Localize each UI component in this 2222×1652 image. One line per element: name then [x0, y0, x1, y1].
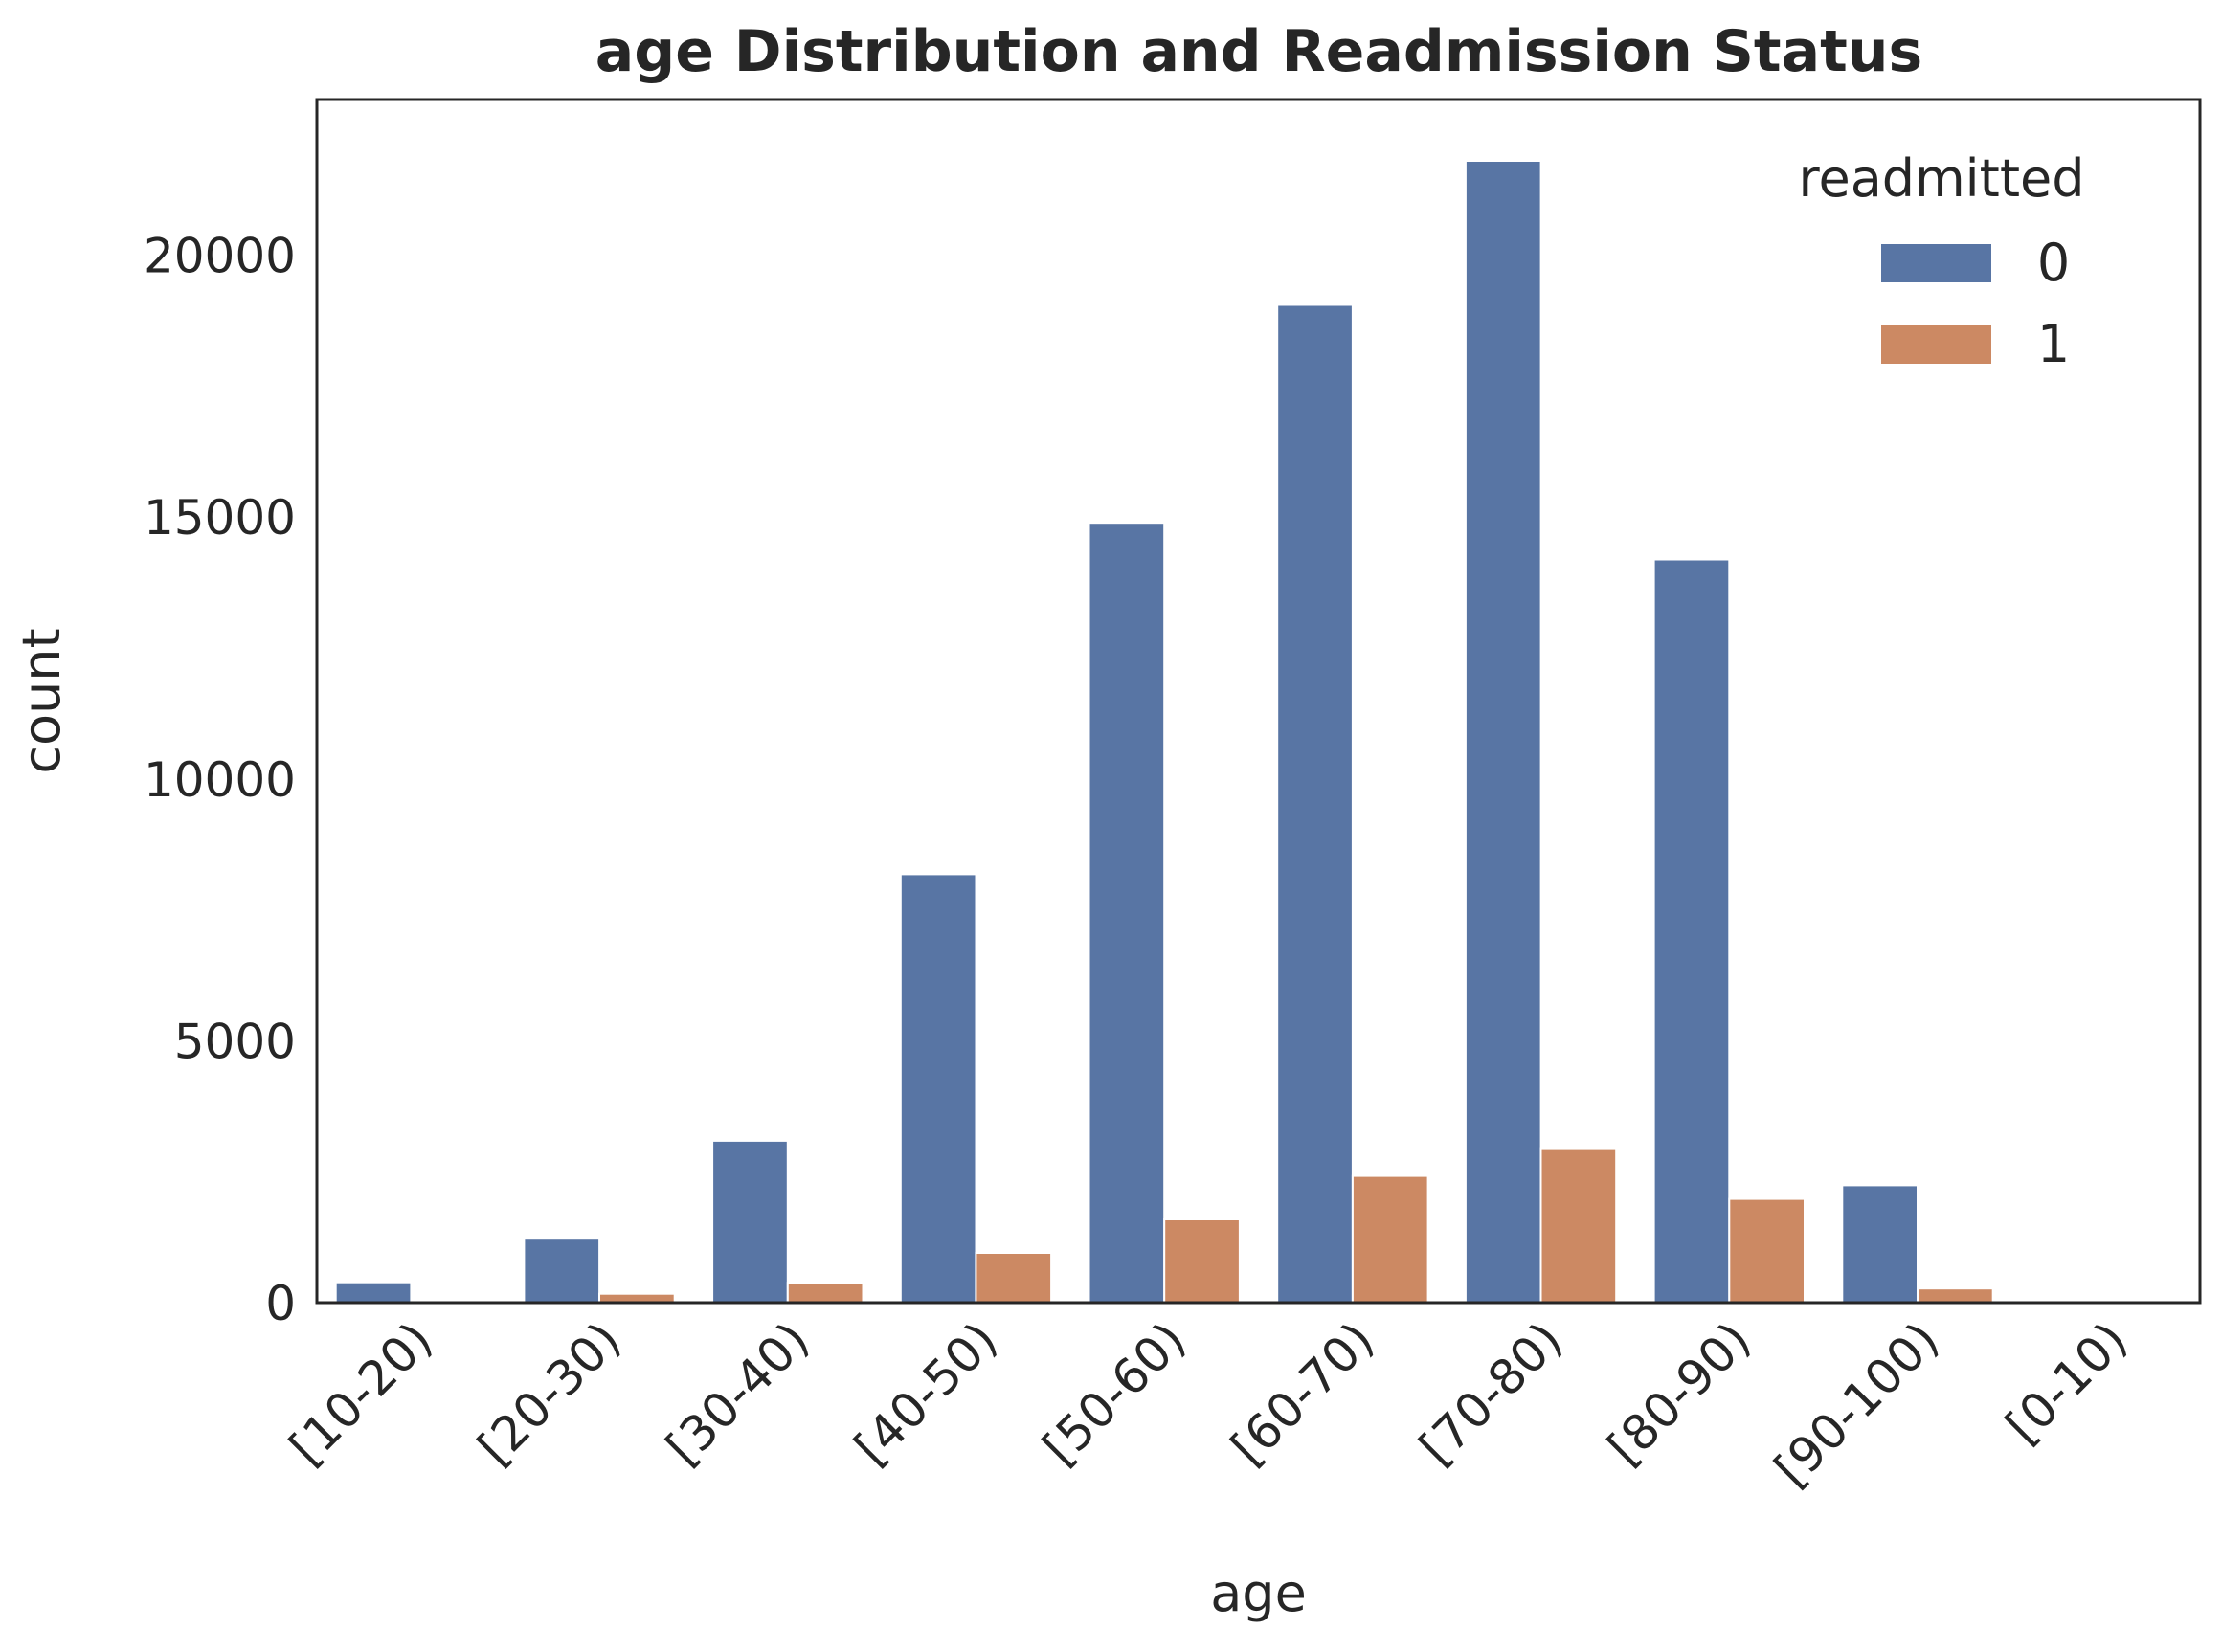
- x-axis-ticks: [10-20) [20-30) [30-40) [40-50) [50-60) [60-7…: [279, 1311, 2138, 1497]
- bar-[20-30)-series-0: [523, 1238, 601, 1304]
- bar-[90-100)-series-1: [1917, 1287, 1994, 1304]
- bar-[70-80)-series-1: [1539, 1147, 1618, 1304]
- bar-[80-90)-series-1: [1728, 1197, 1807, 1304]
- bar-[70-80)-series-0: [1464, 160, 1542, 1304]
- x-tick-label: [50-60): [1032, 1311, 1196, 1475]
- bar-[40-50)-series-0: [899, 873, 977, 1305]
- bar-[30-40)-series-1: [786, 1282, 864, 1304]
- y-axis-ticks: 0 5000 10000 15000 20000: [144, 229, 296, 1331]
- y-tick-label: 20000: [144, 229, 296, 284]
- x-tick-label: [0-10): [1995, 1311, 2138, 1454]
- bar-[40-50)-series-1: [975, 1252, 1053, 1304]
- legend-label-0: 0: [2037, 233, 2070, 293]
- legend-title: readmitted: [1798, 148, 2084, 209]
- bar-[50-60)-series-1: [1163, 1218, 1241, 1304]
- legend-items: 01: [1881, 233, 2070, 374]
- legend-label-1: 1: [2037, 314, 2070, 374]
- x-tick-label: [20-30): [467, 1311, 631, 1475]
- bars-layer: [334, 160, 1994, 1305]
- x-tick-label: [90-100): [1764, 1311, 1950, 1497]
- y-tick-label: 5000: [174, 1014, 296, 1069]
- x-tick-label: [70-80): [1409, 1311, 1573, 1475]
- bar-[90-100)-series-0: [1841, 1184, 1919, 1305]
- bar-[50-60)-series-0: [1088, 522, 1166, 1304]
- y-axis-label: count: [11, 628, 72, 773]
- chart-title: age Distribution and Readmission Status: [595, 18, 1922, 85]
- bar-[30-40)-series-0: [711, 1139, 789, 1305]
- plot-frame: [315, 98, 2202, 1305]
- y-tick-label: 0: [265, 1276, 296, 1331]
- bar-[60-70)-series-0: [1276, 303, 1354, 1304]
- x-axis-label: age: [1210, 1563, 1307, 1623]
- legend: readmitted 01: [1798, 148, 2084, 374]
- bar-[80-90)-series-0: [1652, 558, 1731, 1304]
- legend-swatch-1: [1881, 325, 1991, 364]
- bar-[10-20)-series-0: [334, 1281, 413, 1304]
- x-tick-label: [60-70): [1221, 1311, 1384, 1475]
- y-tick-label: 10000: [144, 752, 296, 808]
- x-tick-label: [10-20): [279, 1311, 442, 1475]
- bar-[60-70)-series-1: [1351, 1174, 1429, 1304]
- legend-swatch-0: [1881, 244, 1991, 282]
- x-tick-label: [80-90): [1597, 1311, 1761, 1475]
- y-tick-label: 15000: [144, 490, 296, 546]
- x-tick-label: [30-40): [656, 1311, 819, 1475]
- x-tick-label: [40-50): [844, 1311, 1008, 1475]
